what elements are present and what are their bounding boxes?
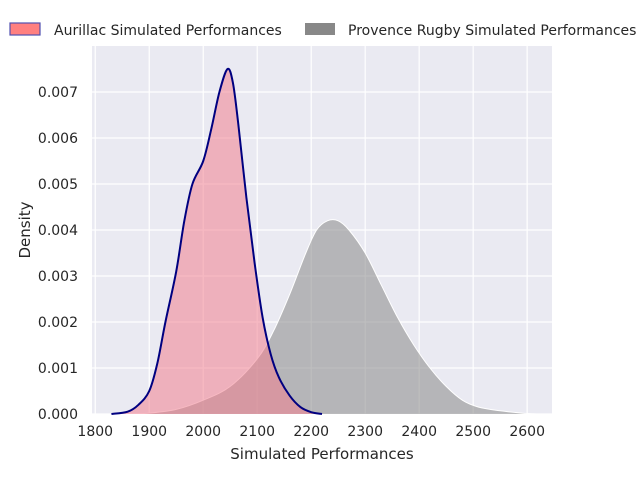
legend-swatch-aurillac xyxy=(9,22,41,36)
x-tick-label: 2600 xyxy=(509,424,545,440)
x-tick-label: 2400 xyxy=(401,424,437,440)
legend-label-provence: Provence Rugby Simulated Performances xyxy=(348,23,636,39)
x-tick-label: 1800 xyxy=(77,424,113,440)
x-tick-label: 2100 xyxy=(239,424,275,440)
y-tick-label: 0.005 xyxy=(38,177,78,193)
x-tick-label: 2000 xyxy=(185,424,221,440)
legend-label-aurillac: Aurillac Simulated Performances xyxy=(54,23,282,39)
y-tick-label: 0.003 xyxy=(38,269,78,285)
x-tick-label: 2300 xyxy=(347,424,383,440)
curve-aurillac xyxy=(111,67,323,415)
area-aurillac xyxy=(111,68,323,414)
density-areas xyxy=(111,67,538,415)
area-provence xyxy=(127,219,538,414)
y-tick-label: 0.004 xyxy=(38,223,78,239)
y-tick-label: 0.000 xyxy=(38,407,78,423)
x-tick-label: 2200 xyxy=(293,424,329,440)
legend-swatch-provence xyxy=(305,23,335,35)
x-axis-label: Simulated Performances xyxy=(230,445,414,463)
y-tick-label: 0.006 xyxy=(38,131,78,147)
x-tick-label: 2500 xyxy=(455,424,491,440)
y-tick-label: 0.002 xyxy=(38,315,78,331)
x-tick-labels: 1800 1900 2000 2100 2200 2300 2400 2500 2600 xyxy=(77,424,545,440)
y-tick-label: 0.001 xyxy=(38,361,78,377)
y-tick-label: 0.007 xyxy=(38,85,78,101)
legend: Aurillac Simulated Performances Provence… xyxy=(9,22,636,39)
x-tick-label: 1900 xyxy=(131,424,167,440)
y-tick-labels: 0.000 0.001 0.002 0.003 0.004 0.005 0.006 0.007 xyxy=(38,85,78,423)
y-axis-label: Density xyxy=(16,201,34,258)
